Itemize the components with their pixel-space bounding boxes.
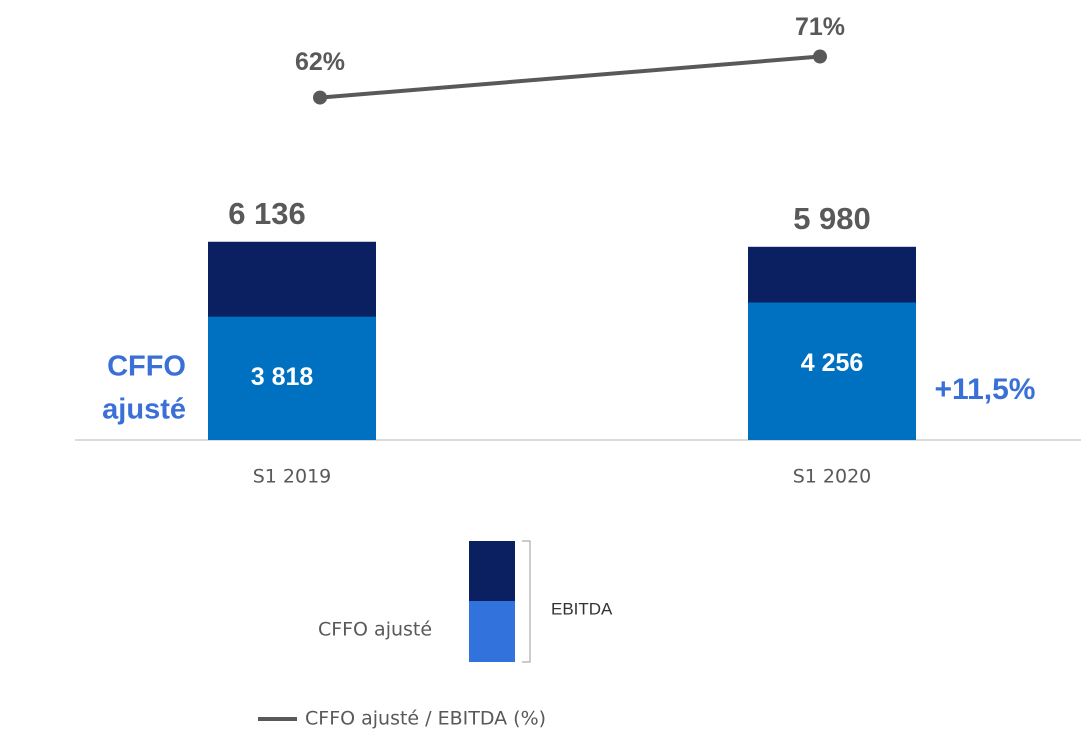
x-tick-label: S1 2019 [253, 466, 332, 488]
data-label: 3 818 [251, 363, 314, 391]
legend-bracket [522, 540, 531, 663]
annotation: ajusté [102, 394, 186, 426]
legend-label: EBITDA [551, 599, 613, 618]
legend-swatch [469, 541, 515, 601]
legend-swatch [469, 601, 515, 662]
data-label: 5 980 [793, 201, 871, 236]
data-label: 71% [795, 13, 845, 41]
legend-label: CFFO ajusté / EBITDA (%) [305, 708, 546, 730]
x-tick-label: S1 2020 [793, 466, 872, 488]
data-label: 6 136 [228, 196, 306, 231]
line-point [813, 49, 827, 64]
legend-label: CFFO ajusté [318, 619, 432, 641]
bar [208, 316, 376, 440]
line-point [313, 90, 327, 105]
annotation: +11,5% [935, 373, 1036, 406]
data-label: 4 256 [801, 349, 864, 377]
bar [748, 302, 916, 440]
annotation: CFFO [107, 351, 186, 383]
line [319, 54, 821, 100]
data-label: 62% [295, 48, 345, 76]
